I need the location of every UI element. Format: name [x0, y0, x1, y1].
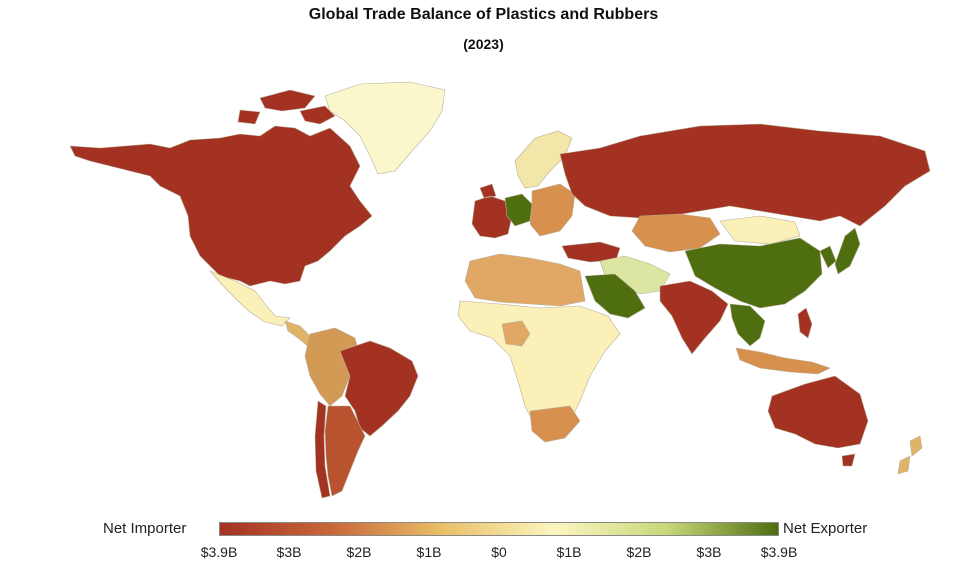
australia[interactable] — [767, 375, 869, 467]
philippines[interactable] — [797, 307, 813, 339]
greenland[interactable] — [324, 81, 446, 175]
south-america-west[interactable] — [304, 327, 361, 407]
germany[interactable] — [504, 193, 533, 227]
indonesia[interactable] — [735, 347, 831, 375]
eastern-europe[interactable] — [529, 183, 576, 237]
legend-tick-label: $3B — [276, 544, 302, 560]
southeast-asia[interactable] — [729, 303, 766, 347]
legend-tick-label: $0 — [491, 544, 507, 560]
nigeria[interactable] — [501, 320, 531, 347]
canada-arctic-islands[interactable] — [237, 89, 336, 125]
legend-tick-label: $1B — [416, 544, 442, 560]
russia[interactable] — [559, 123, 931, 227]
chile[interactable] — [314, 400, 331, 499]
legend-tick-label: $1B — [556, 544, 582, 560]
western-europe[interactable] — [471, 183, 513, 239]
legend-tick-label: $2B — [346, 544, 372, 560]
saudi-arabia[interactable] — [584, 273, 646, 319]
legend-tick-label: $3.9B — [200, 544, 238, 560]
north-america[interactable] — [69, 125, 373, 287]
japan-korea[interactable] — [819, 227, 861, 275]
legend-ticks: $3.9B $3B $2B $1B $0 $1B $2B $3B $3.9B — [201, 544, 798, 564]
world-choropleth-map — [69, 81, 931, 499]
china[interactable] — [684, 237, 823, 309]
mongolia[interactable] — [719, 215, 801, 245]
scandinavia[interactable] — [514, 130, 573, 189]
map-subtitle: (2023) — [463, 36, 504, 52]
central-asia[interactable] — [631, 213, 721, 253]
legend-right-label: Net Exporter — [783, 520, 868, 537]
legend-tick-label: $3B — [696, 544, 722, 560]
legend-tick-label: $3.9B — [760, 544, 798, 560]
legend-left-label: Net Importer — [103, 520, 187, 537]
india[interactable] — [659, 280, 729, 355]
argentina[interactable] — [324, 405, 366, 497]
map-title: Global Trade Balance of Plastics and Rub… — [308, 6, 659, 23]
legend-color-scale — [219, 522, 779, 536]
legend-tick-label: $2B — [626, 544, 652, 560]
new-zealand[interactable] — [897, 435, 923, 475]
brazil[interactable] — [339, 340, 419, 437]
south-africa[interactable] — [529, 405, 581, 443]
north-africa[interactable] — [464, 253, 586, 307]
